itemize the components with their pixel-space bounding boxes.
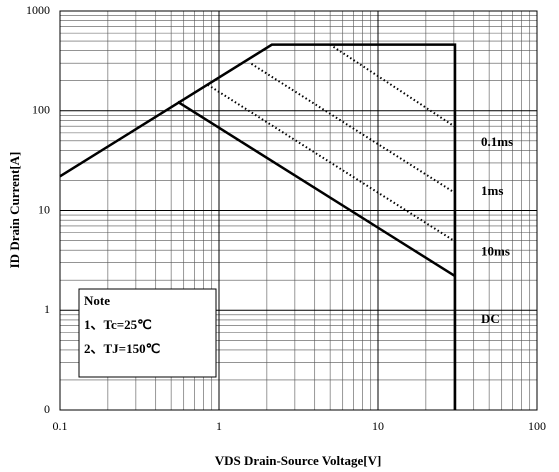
y-tick-label: 0 [44,402,50,416]
series-label: 10ms [481,243,510,258]
series-line [207,83,456,243]
y-tick-label: 100 [32,103,50,117]
note-title: Note [84,293,110,308]
y-tick-label: 1000 [26,3,50,17]
note-line: 2、TJ=150℃ [84,341,160,356]
plot-frame [59,10,538,411]
y-tick-label: 10 [38,202,50,216]
series-label: 0.1ms [481,134,513,149]
y-axis-title: ID Drain Current[A] [7,152,22,269]
x-tick-label: 10 [372,419,384,433]
x-tick-label: 0.1 [53,419,68,433]
x-tick-label: 1 [216,419,222,433]
series-line [250,63,456,194]
series-line [177,100,456,278]
series-label: DC [481,311,500,326]
series-label: 1ms [481,183,503,198]
note-box [78,288,217,378]
series-line [329,43,456,128]
series-line [59,43,457,410]
y-tick-label: 1 [44,302,50,316]
x-tick-label: 100 [528,419,546,433]
note-line: 1、Tc=25℃ [84,317,152,332]
x-axis-title: VDS Drain-Source Voltage[V] [215,453,382,468]
